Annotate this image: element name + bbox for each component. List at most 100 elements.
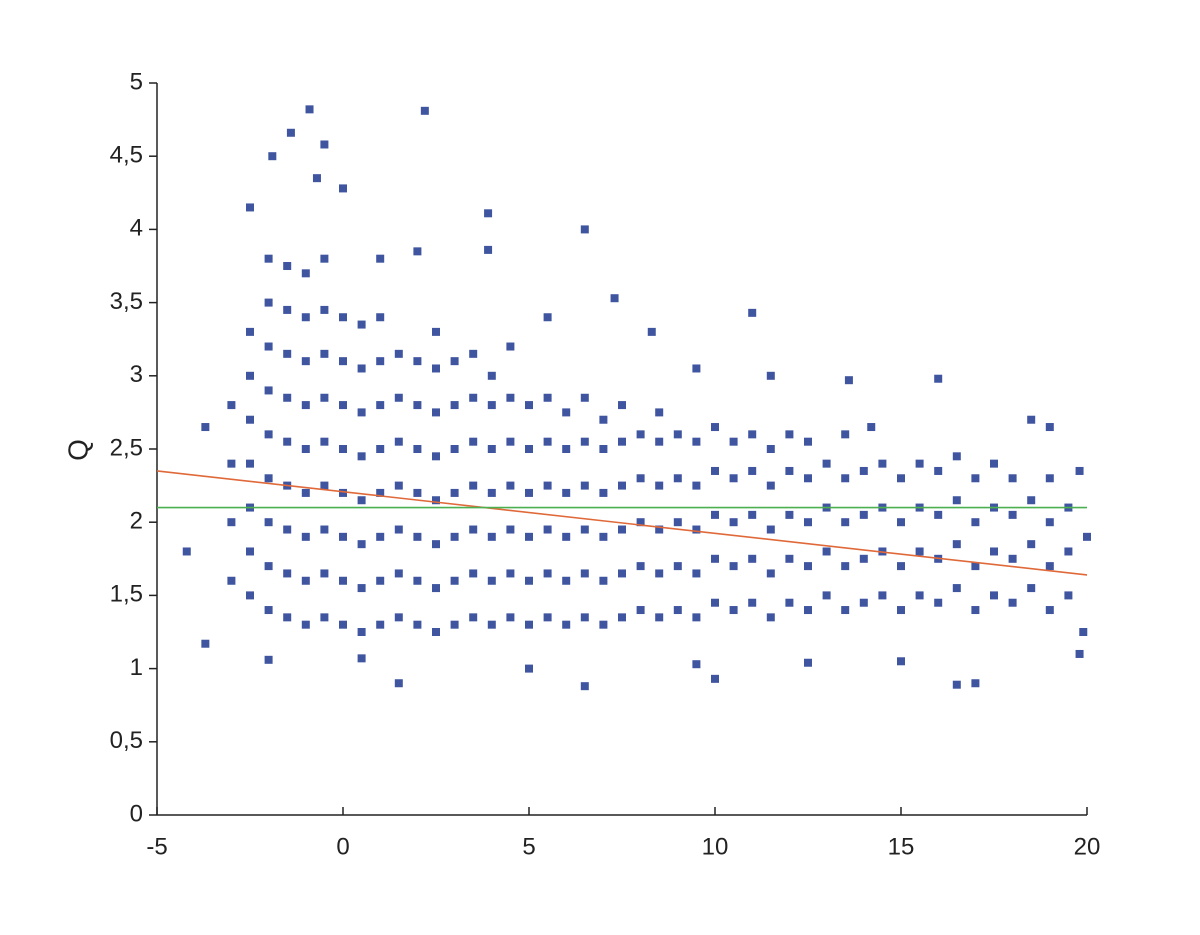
scatter-point <box>357 628 366 636</box>
scatter-point <box>301 313 310 322</box>
scatter-point <box>525 532 533 541</box>
scatter-point <box>469 437 478 446</box>
scatter-point <box>636 430 645 439</box>
scatter-point <box>301 445 310 453</box>
y-tick-label: 0 <box>130 800 143 827</box>
scatter-point <box>897 606 905 615</box>
scatter-point <box>867 423 876 432</box>
scatter-point <box>673 430 682 439</box>
scatter-point <box>432 327 440 336</box>
scatter-point <box>357 364 366 373</box>
scatter-point <box>673 606 682 615</box>
scatter-point <box>673 474 682 483</box>
scatter-point <box>729 606 738 615</box>
scatter-point <box>990 459 998 468</box>
scatter-point <box>841 430 850 439</box>
scatter-point <box>971 518 980 527</box>
scatter-point <box>357 320 366 329</box>
scatter-point <box>283 613 292 622</box>
scatter-point <box>264 606 273 615</box>
scatter-point <box>748 598 757 607</box>
scatter-point <box>610 294 619 303</box>
scatter-point <box>822 459 831 468</box>
scatter-point <box>1045 518 1054 527</box>
scatter-point <box>971 562 980 571</box>
x-tick-label: -5 <box>146 833 167 860</box>
scatter-point <box>413 488 422 497</box>
scatter-point <box>562 445 571 453</box>
scatter-point <box>711 674 719 683</box>
scatter-point <box>822 591 831 600</box>
scatter-point <box>692 613 701 622</box>
scatter-point <box>525 445 533 453</box>
scatter-point <box>227 576 236 585</box>
scatter-point <box>320 305 329 314</box>
scatter-point <box>357 584 366 593</box>
scatter-point <box>312 174 321 183</box>
scatter-point <box>748 554 757 563</box>
x-tick-label: 10 <box>702 833 729 860</box>
scatter-point <box>543 525 552 534</box>
scatter-point <box>264 655 273 664</box>
scatter-point <box>182 547 191 556</box>
scatter-point <box>618 437 626 446</box>
scatter-point <box>580 682 589 691</box>
scatter-point <box>506 342 515 351</box>
scatter-point <box>450 445 459 453</box>
scatter-point <box>711 466 719 475</box>
x-tick-label: 20 <box>1074 833 1101 860</box>
scatter-point <box>339 445 347 453</box>
scatter-point <box>618 569 626 578</box>
scatter-point <box>320 525 329 534</box>
y-tick-label: 2 <box>130 508 143 535</box>
scatter-point <box>487 488 496 497</box>
scatter-point <box>339 313 347 322</box>
scatter-point <box>339 184 347 193</box>
x-tick-label: 15 <box>888 833 915 860</box>
scatter-point <box>376 401 385 410</box>
scatter-point <box>246 203 254 212</box>
scatter-point <box>264 474 273 483</box>
scatter-point <box>301 620 310 629</box>
scatter-point <box>841 606 850 615</box>
scatter-point <box>246 591 254 600</box>
scatter-point <box>301 488 310 497</box>
scatter-point <box>305 105 314 114</box>
scatter-point <box>1064 547 1073 556</box>
scatter-point <box>339 357 347 366</box>
scatter-point <box>952 496 961 505</box>
scatter-point <box>543 569 552 578</box>
scatter-point <box>599 576 608 585</box>
scatter-point <box>339 401 347 410</box>
scatter-point <box>450 576 459 585</box>
scatter-point <box>655 408 664 417</box>
scatter-point <box>283 569 292 578</box>
scatter-point <box>376 254 385 263</box>
scatter-point <box>673 518 682 527</box>
scatter-point <box>320 569 329 578</box>
scatter-point <box>636 606 645 615</box>
scatter-point <box>562 620 571 629</box>
scatter-point <box>599 445 608 453</box>
scatter-point <box>636 518 645 527</box>
scatter-point <box>580 525 589 534</box>
scatter-point <box>376 488 385 497</box>
scatter-point <box>655 569 664 578</box>
scatter-point <box>804 474 812 483</box>
scatter-point <box>580 613 589 622</box>
scatter-point <box>859 510 868 519</box>
scatter-point <box>487 620 496 629</box>
scatter-point <box>748 308 757 317</box>
scatter-point <box>878 591 887 600</box>
scatter-point <box>413 532 422 541</box>
scatter-point <box>413 357 422 366</box>
scatter-point <box>376 357 385 366</box>
y-tick-label: 4,5 <box>110 142 143 169</box>
scatter-point <box>915 459 924 468</box>
scatter-point <box>897 562 905 571</box>
scatter-point <box>562 408 571 417</box>
scatter-point <box>1008 554 1017 563</box>
y-tick-label: 5 <box>130 68 143 95</box>
scatter-point <box>599 488 608 497</box>
scatter-point <box>320 393 329 402</box>
